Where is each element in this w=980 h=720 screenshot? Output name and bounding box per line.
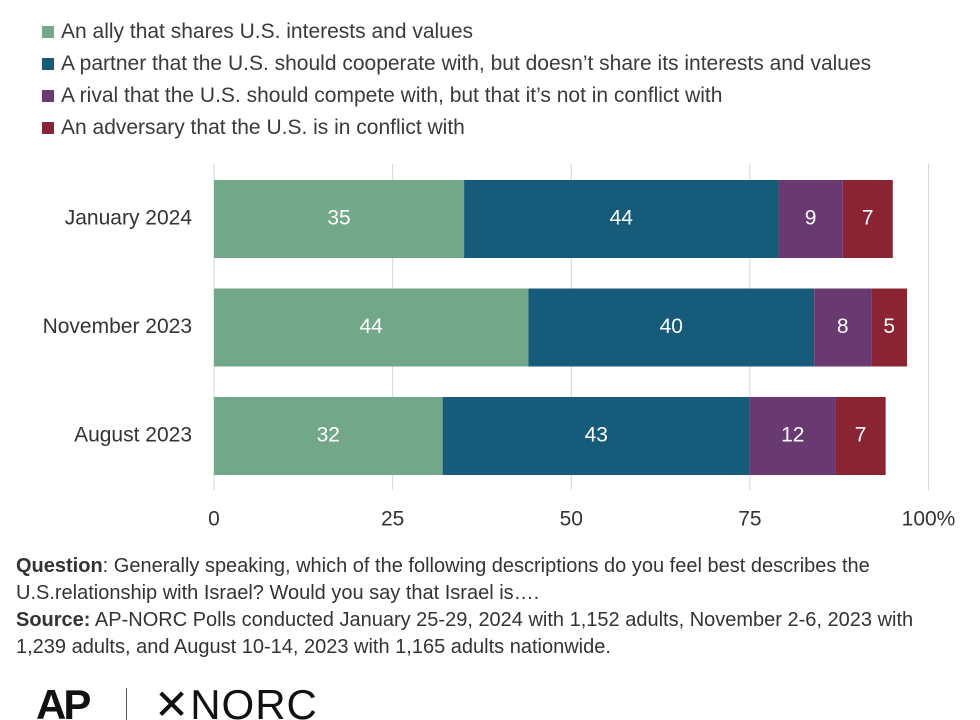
legend-label-rival: A rival that the U.S. should compete wit…: [61, 84, 723, 107]
data-label-ally-august-2023: 32: [317, 424, 340, 447]
data-label-rival-august-2023: 12: [781, 424, 804, 447]
logos: AP ✕NORC: [36, 684, 356, 720]
category-label-january-2024: January 2024: [65, 207, 193, 230]
data-label-adversary-august-2023: 7: [855, 424, 867, 447]
legend-swatch-ally: [42, 26, 54, 38]
data-label-ally-november-2023: 44: [360, 315, 384, 338]
norc-logo: ✕NORC: [154, 684, 318, 720]
legend-label-ally: An ally that shares U.S. interests and v…: [61, 20, 474, 43]
legend-item-ally: An ally that shares U.S. interests and v…: [42, 16, 871, 48]
data-label-rival-november-2023: 8: [837, 315, 849, 338]
bar-adversary-august-2023: [835, 397, 886, 475]
bar-partner-august-2023: [442, 397, 750, 475]
bar-rival-november-2023: [814, 288, 872, 367]
data-label-partner-november-2023: 40: [660, 315, 683, 338]
bar-rival-august-2023: [749, 397, 836, 475]
category-label-august-2023: August 2023: [74, 424, 192, 447]
category-label-november-2023: November 2023: [43, 315, 192, 338]
x-tick-label-75: 75: [738, 508, 761, 531]
ap-logo: AP: [36, 684, 91, 720]
data-label-adversary-january-2024: 7: [862, 207, 874, 230]
x-tick-label-50: 50: [560, 508, 583, 531]
question-note: Question: Generally speaking, which of t…: [16, 553, 966, 607]
x-tick-label-100: 100%: [902, 508, 956, 531]
bar-rival-january-2024: [778, 180, 843, 258]
question-label: Question: [16, 555, 103, 577]
bar-ally-january-2024: [214, 180, 465, 258]
data-label-adversary-november-2023: 5: [883, 315, 895, 338]
bar-ally-november-2023: [214, 288, 529, 367]
legend-swatch-adversary: [42, 122, 54, 134]
question-text: : Generally speaking, which of the follo…: [16, 555, 870, 604]
chart-notes: Question: Generally speaking, which of t…: [16, 553, 966, 661]
legend-item-adversary: An adversary that the U.S. is in conflic…: [42, 112, 871, 144]
legend-label-adversary: An adversary that the U.S. is in conflic…: [61, 116, 465, 139]
logo-divider: [126, 688, 127, 720]
x-tick-label-0: 0: [208, 508, 220, 531]
bar-partner-november-2023: [528, 288, 815, 367]
data-label-partner-august-2023: 43: [585, 424, 608, 447]
legend-item-partner: A partner that the U.S. should cooperate…: [42, 48, 871, 80]
bar-ally-august-2023: [214, 397, 443, 475]
stacked-bar-chart: January 2024 35 44 9 7 November 2023 44 40 8 5 Aug…: [43, 164, 956, 531]
source-label: Source:: [16, 609, 91, 631]
legend-item-rival: A rival that the U.S. should compete wit…: [42, 80, 871, 112]
data-label-partner-january-2024: 44: [610, 207, 634, 230]
source-text: AP-NORC Polls conducted January 25-29, 2…: [16, 609, 914, 658]
bar-partner-january-2024: [464, 180, 779, 258]
legend-swatch-rival: [42, 90, 54, 102]
bar-adversary-january-2024: [842, 180, 893, 258]
data-label-ally-january-2024: 35: [327, 207, 350, 230]
legend-label-partner: A partner that the U.S. should cooperate…: [61, 52, 872, 75]
x-tick-label-25: 25: [381, 508, 404, 531]
data-label-rival-january-2024: 9: [805, 207, 817, 230]
legend: An ally that shares U.S. interests and v…: [42, 16, 871, 144]
source-note: Source: AP-NORC Polls conducted January …: [16, 607, 966, 661]
legend-swatch-partner: [42, 58, 54, 70]
bar-adversary-november-2023: [871, 288, 908, 367]
